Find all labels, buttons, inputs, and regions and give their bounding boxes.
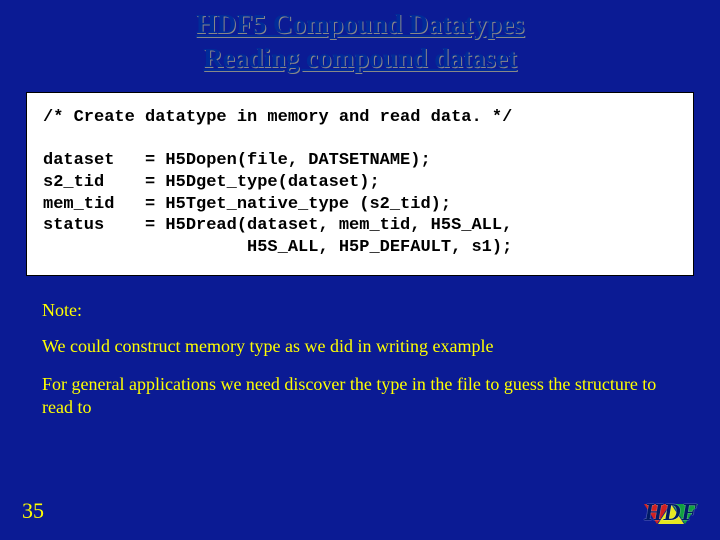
- code-block: /* Create datatype in memory and read da…: [43, 107, 677, 259]
- page-number: 35: [22, 498, 44, 524]
- hdf-logo: HDF: [644, 504, 698, 526]
- slide-title: HDF5 Compound Datatypes Reading compound…: [0, 0, 720, 86]
- hdf-logo-triangles: HDF: [644, 504, 698, 526]
- code-panel: /* Create datatype in memory and read da…: [26, 92, 694, 276]
- notes-block: Note: We could construct memory type as …: [42, 300, 678, 419]
- notes-heading: Note:: [42, 300, 678, 321]
- hdf-logo-text: HDF: [644, 500, 698, 527]
- notes-line-2: For general applications we need discove…: [42, 373, 678, 418]
- title-line-1: HDF5 Compound Datatypes: [0, 8, 720, 42]
- notes-line-1: We could construct memory type as we did…: [42, 335, 678, 358]
- title-line-2: Reading compound dataset: [0, 42, 720, 76]
